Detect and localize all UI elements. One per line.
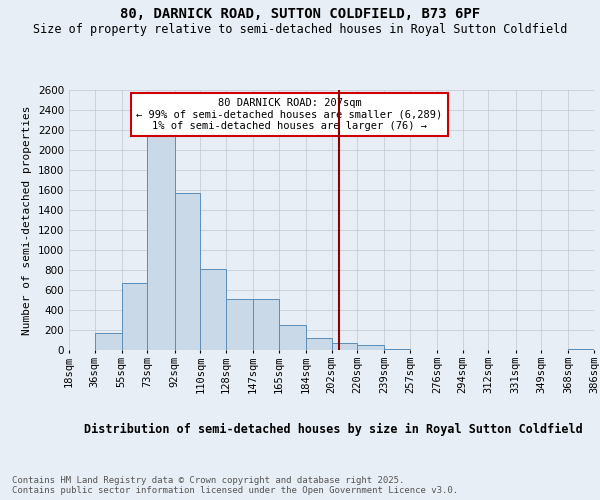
Bar — [95, 333, 122, 350]
Bar — [357, 345, 384, 350]
Bar — [568, 348, 594, 350]
Bar — [279, 325, 306, 350]
Text: 80 DARNICK ROAD: 207sqm
← 99% of semi-detached houses are smaller (6,289)
1% of : 80 DARNICK ROAD: 207sqm ← 99% of semi-de… — [136, 98, 443, 131]
Bar — [253, 299, 279, 350]
Bar — [226, 299, 253, 350]
Text: Contains HM Land Registry data © Crown copyright and database right 2025.
Contai: Contains HM Land Registry data © Crown c… — [12, 476, 458, 495]
Y-axis label: Number of semi-detached properties: Number of semi-detached properties — [22, 106, 32, 335]
Bar — [148, 135, 175, 350]
Bar — [331, 342, 357, 350]
Bar — [175, 193, 200, 350]
Text: Distribution of semi-detached houses by size in Royal Sutton Coldfield: Distribution of semi-detached houses by … — [83, 422, 583, 436]
Bar — [122, 283, 148, 350]
Text: Size of property relative to semi-detached houses in Royal Sutton Coldfield: Size of property relative to semi-detach… — [33, 22, 567, 36]
Bar — [306, 338, 331, 350]
Text: 80, DARNICK ROAD, SUTTON COLDFIELD, B73 6PF: 80, DARNICK ROAD, SUTTON COLDFIELD, B73 … — [120, 8, 480, 22]
Bar — [384, 349, 410, 350]
Bar — [200, 269, 226, 350]
